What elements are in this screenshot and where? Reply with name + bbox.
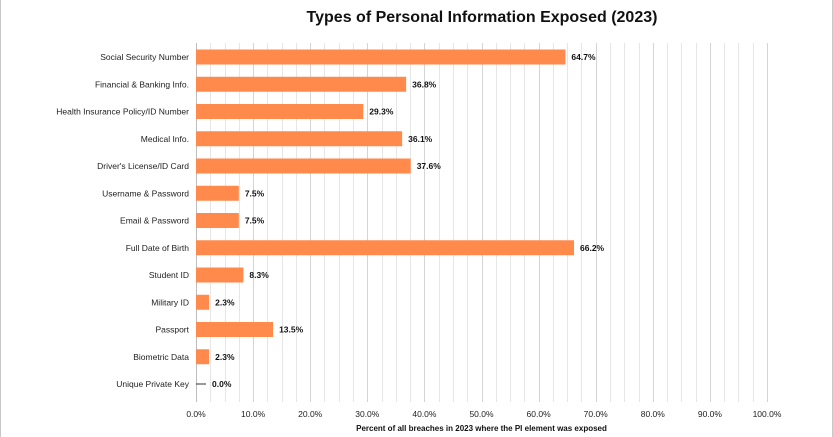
- value-label: 66.2%: [580, 243, 605, 253]
- value-label: 7.5%: [245, 216, 265, 226]
- bar: [196, 294, 210, 310]
- value-label: 13.5%: [279, 325, 304, 335]
- category-label: Military ID: [151, 297, 189, 307]
- bars: [196, 49, 575, 385]
- bar: [196, 185, 239, 201]
- x-tick-labels: 0.0% 10.0% 20.0% 30.0% 40.0% 50.0% 60.0% 70.0% 8…: [186, 409, 782, 419]
- bar: [196, 240, 575, 256]
- category-label: Driver's License/ID Card: [97, 161, 189, 171]
- value-label: 0.0%: [212, 379, 232, 389]
- x-tick-label: 40.0%: [412, 409, 437, 419]
- category-label: Unique Private Key: [116, 379, 190, 389]
- category-labels: Social Security Number Financial & Bankin…: [56, 52, 190, 389]
- bar: [196, 104, 364, 119]
- value-label: 29.3%: [369, 107, 394, 117]
- value-label: 2.3%: [215, 352, 235, 362]
- x-tick-label: 30.0%: [355, 409, 380, 419]
- category-label: Financial & Banking Info.: [95, 79, 189, 89]
- value-label: 36.1%: [408, 134, 433, 144]
- bar: [196, 213, 239, 228]
- grid-lines: [196, 43, 768, 402]
- category-label: Passport: [155, 325, 189, 335]
- x-tick-label: 60.0%: [527, 409, 552, 419]
- bar: [196, 267, 244, 283]
- category-label: Medical Info.: [141, 134, 189, 144]
- category-label: Social Security Number: [100, 52, 189, 62]
- category-label: Username & Password: [102, 188, 189, 198]
- x-tick-label: 20.0%: [298, 409, 323, 419]
- value-label: 2.3%: [215, 297, 235, 307]
- value-label: 8.3%: [249, 270, 269, 280]
- value-label: 64.7%: [571, 52, 596, 62]
- x-tick-label: 80.0%: [641, 409, 666, 419]
- value-labels: 64.7% 36.8% 29.3% 36.1% 37.6% 7.5% 7.5% 66.2% 8.…: [212, 52, 605, 389]
- chart-title: Types of Personal Information Exposed (2…: [306, 9, 658, 26]
- value-label: 36.8%: [412, 79, 437, 89]
- category-label: Health Insurance Policy/ID Number: [56, 107, 189, 117]
- bar: [196, 49, 566, 65]
- x-tick-label: 50.0%: [469, 409, 494, 419]
- value-label: 37.6%: [417, 161, 442, 171]
- bar: [196, 158, 411, 174]
- bar: [196, 322, 274, 337]
- x-tick-label: 70.0%: [584, 409, 609, 419]
- bar: [196, 76, 407, 92]
- x-tick-label: 10.0%: [241, 409, 266, 419]
- category-label: Student ID: [149, 270, 189, 280]
- bar: [196, 349, 210, 365]
- category-label: Biometric Data: [133, 352, 189, 362]
- x-tick-label: 0.0%: [186, 409, 206, 419]
- x-tick-label: 90.0%: [698, 409, 723, 419]
- value-label: 7.5%: [245, 188, 265, 198]
- category-label: Full Date of Birth: [126, 243, 190, 253]
- category-label: Email & Password: [120, 216, 189, 226]
- x-tick-label: 100.0%: [753, 409, 782, 419]
- bar: [196, 131, 403, 147]
- x-axis-title: Percent of all breaches in 2023 where th…: [356, 424, 607, 433]
